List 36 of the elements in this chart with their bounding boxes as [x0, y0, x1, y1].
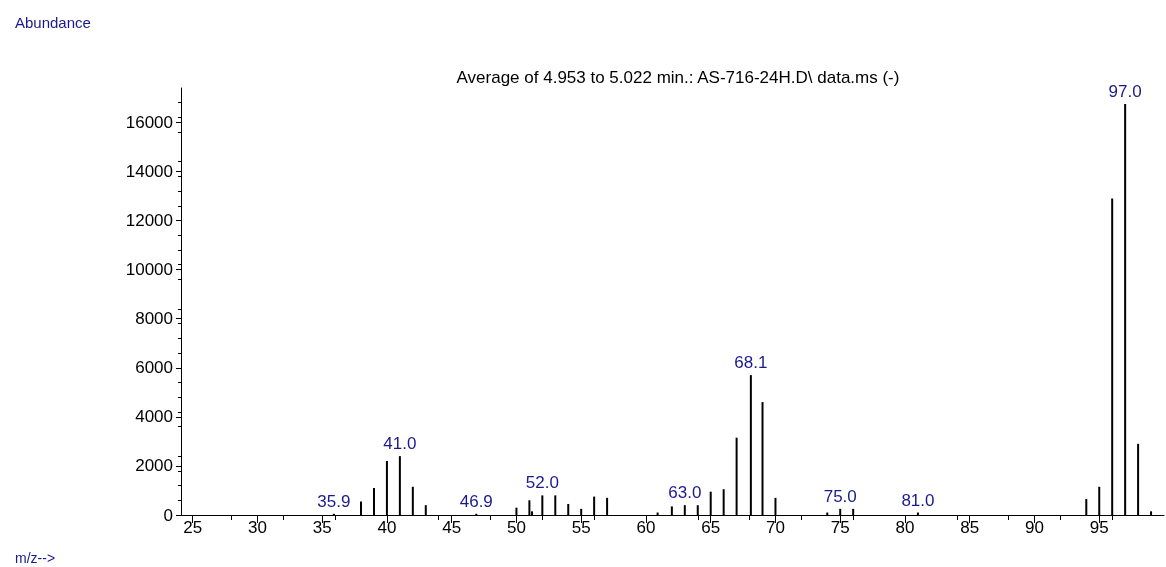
x-tick-label: 45	[442, 518, 462, 537]
y-axis-title: Abundance	[15, 14, 91, 31]
annotation: 46.9	[459, 491, 493, 511]
x-tick-label: 60	[636, 518, 656, 537]
y-tick-label: 8000	[135, 309, 173, 329]
y-tick-label: 6000	[135, 358, 173, 378]
x-tick-label: 40	[377, 518, 397, 537]
annotation: 35.9	[317, 491, 351, 511]
x-tick-label: 75	[830, 518, 850, 537]
x-tick-label: 85	[960, 518, 980, 537]
annotation: 68.1	[734, 353, 768, 373]
annotation: 81.0	[901, 490, 935, 510]
x-tick-label: 35	[312, 518, 332, 537]
x-tick-label: 25	[183, 518, 203, 537]
annotation: 75.0	[823, 486, 857, 506]
x-tick-label: 95	[1089, 518, 1109, 537]
x-tick-label: 70	[766, 518, 785, 537]
x-tick-label: 55	[571, 518, 591, 537]
annotation: 52.0	[525, 473, 559, 493]
y-tick-label: 12000	[125, 211, 173, 231]
y-tick-label: 2000	[135, 456, 173, 476]
y-tick-label: 4000	[135, 407, 173, 427]
x-tick-label: 65	[701, 518, 721, 537]
y-tick-label: 10000	[125, 260, 173, 280]
y-tick-label: 14000	[125, 161, 173, 181]
x-tick-label: 30	[247, 518, 267, 537]
y-tick-label: 16000	[125, 112, 173, 132]
x-tick-label: 90	[1025, 518, 1044, 537]
chart-title: Average of 4.953 to 5.022 min.: AS-716-24H.D\ data.ms (-)	[456, 68, 900, 87]
y-tick-label: 0	[163, 505, 173, 525]
annotation: 41.0	[383, 434, 417, 454]
x-tick-label: 50	[506, 518, 526, 537]
annotation: 97.0	[1108, 81, 1142, 101]
annotation: 63.0	[668, 483, 702, 503]
text: m/z-->	[15, 550, 56, 566]
x-tick-label: 80	[895, 518, 915, 537]
